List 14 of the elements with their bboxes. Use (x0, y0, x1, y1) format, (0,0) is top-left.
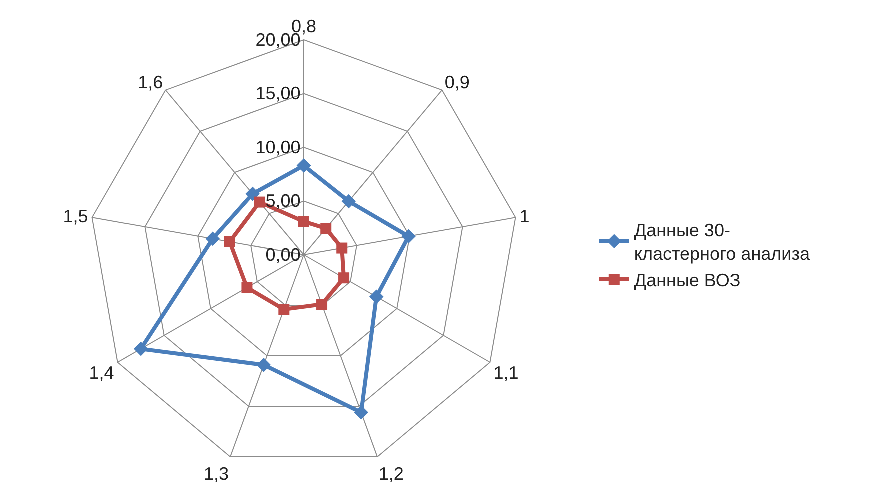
legend-label: Данные ВОЗ (634, 270, 741, 291)
spoke-label: 1,4 (89, 363, 114, 384)
spoke-label: 1,2 (378, 464, 404, 484)
spoke-label: 0,9 (444, 72, 470, 92)
legend-label: Данные 30-кластерного анализа (634, 220, 811, 264)
spoke-label: 1,6 (138, 72, 164, 92)
y-tick-label: 10,00 (256, 137, 301, 158)
y-tick-label: 5,00 (266, 191, 301, 212)
spoke-label: 1,5 (63, 206, 88, 227)
spoke-label: 1 (520, 206, 530, 227)
spoke-label: 1,3 (204, 464, 230, 484)
y-tick-label: 0,00 (266, 244, 301, 265)
y-tick-label: 15,00 (256, 84, 301, 104)
spoke-label: 1,1 (494, 363, 519, 384)
